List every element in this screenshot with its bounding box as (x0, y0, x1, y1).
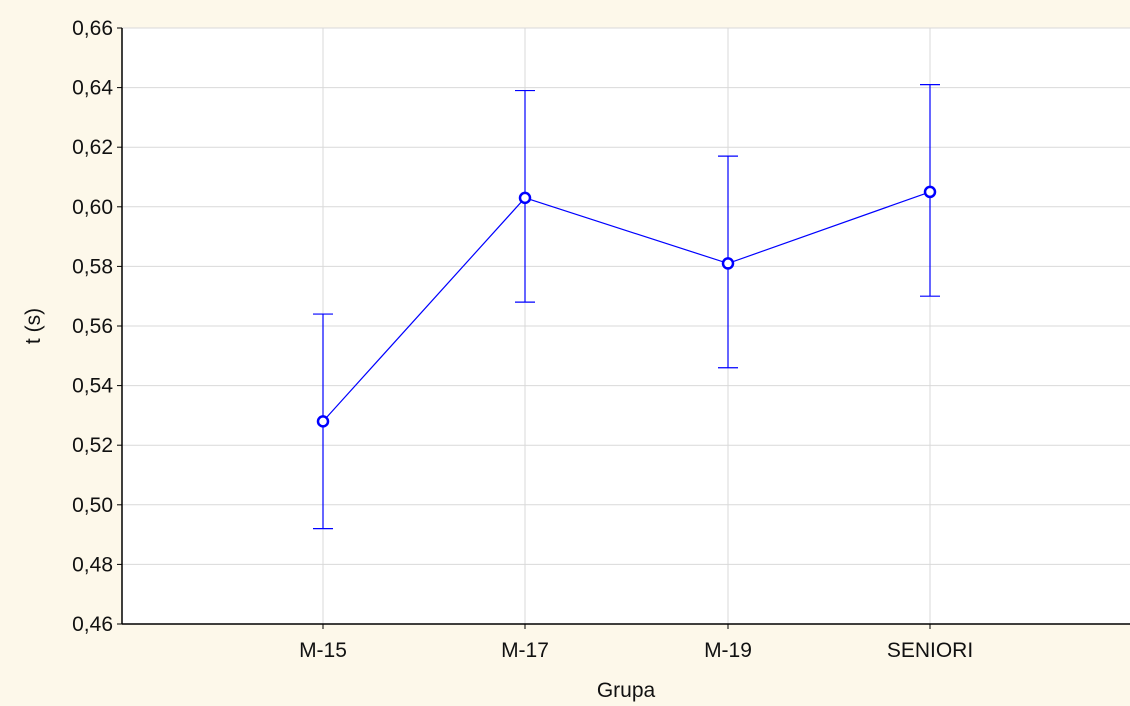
y-tick-label: 0,56 (72, 315, 113, 338)
y-axis-label: t (s) (22, 308, 45, 344)
data-point (518, 191, 532, 205)
data-point (316, 415, 330, 428)
data-point (721, 257, 735, 270)
label-layer: t (s) Grupa 0,46 0,48 0,50 0,52 0,54 0,56 0,58… (22, 17, 973, 702)
series-layer (313, 84, 940, 530)
y-tick-label: 0,64 (72, 77, 113, 100)
x-tick-label: M-15 (299, 639, 347, 662)
data-point (923, 185, 937, 199)
y-tick-label: 0,58 (72, 255, 113, 278)
y-tick-label: 0,50 (72, 494, 113, 517)
x-tick-label: M-17 (501, 639, 549, 662)
axis-layer (117, 27, 1130, 629)
y-tick-label: 0,62 (72, 136, 113, 159)
y-tick-label: 0,66 (72, 17, 113, 40)
series-line (322, 191, 931, 422)
y-tick-label: 0,60 (72, 196, 113, 219)
y-tick-label: 0,48 (72, 553, 113, 576)
x-tick-label: SENIORI (887, 639, 973, 662)
y-tick-label: 0,54 (72, 375, 113, 398)
y-tick-label: 0,52 (72, 434, 113, 457)
x-tick-label: M-19 (704, 639, 752, 662)
x-axis-label: Grupa (597, 679, 656, 702)
y-tick-label: 0,46 (72, 613, 113, 636)
